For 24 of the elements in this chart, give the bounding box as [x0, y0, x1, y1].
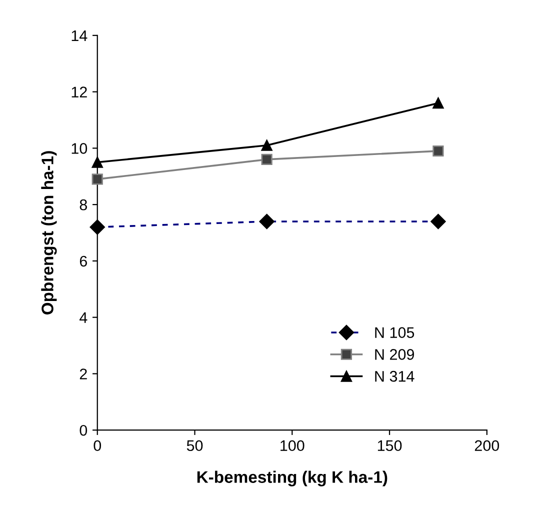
point [261, 154, 272, 166]
point [432, 98, 444, 109]
x-tick-label: 100 [280, 440, 304, 452]
point [432, 145, 444, 157]
x-tick-label: 150 [378, 440, 402, 452]
point [261, 140, 272, 151]
y-tick-label: 12 [72, 86, 87, 98]
x-tick-label: 200 [474, 440, 500, 452]
x-tick-label: 50 [186, 440, 203, 452]
y-tick-label: 14 [72, 30, 88, 41]
y-tick-label: 4 [80, 312, 88, 323]
y-tick-label: 2 [80, 368, 87, 380]
y-tick-label: 6 [80, 256, 87, 267]
legend-label: N 105 [375, 327, 414, 338]
y-tick-label: 10 [72, 143, 88, 154]
point [92, 156, 103, 168]
y-tick-label: 8 [80, 199, 87, 210]
legend-label: N 209 [375, 349, 414, 360]
y-axis-title: Opbrengst (ton ha-1) [41, 151, 57, 314]
x-tick-label: 0 [94, 440, 102, 452]
legend-label: N 314 [375, 370, 414, 382]
x-axis-title: K-bemesting (kg K ha-1) [197, 470, 388, 486]
point [92, 174, 103, 185]
y-tick-label: 0 [80, 424, 88, 436]
